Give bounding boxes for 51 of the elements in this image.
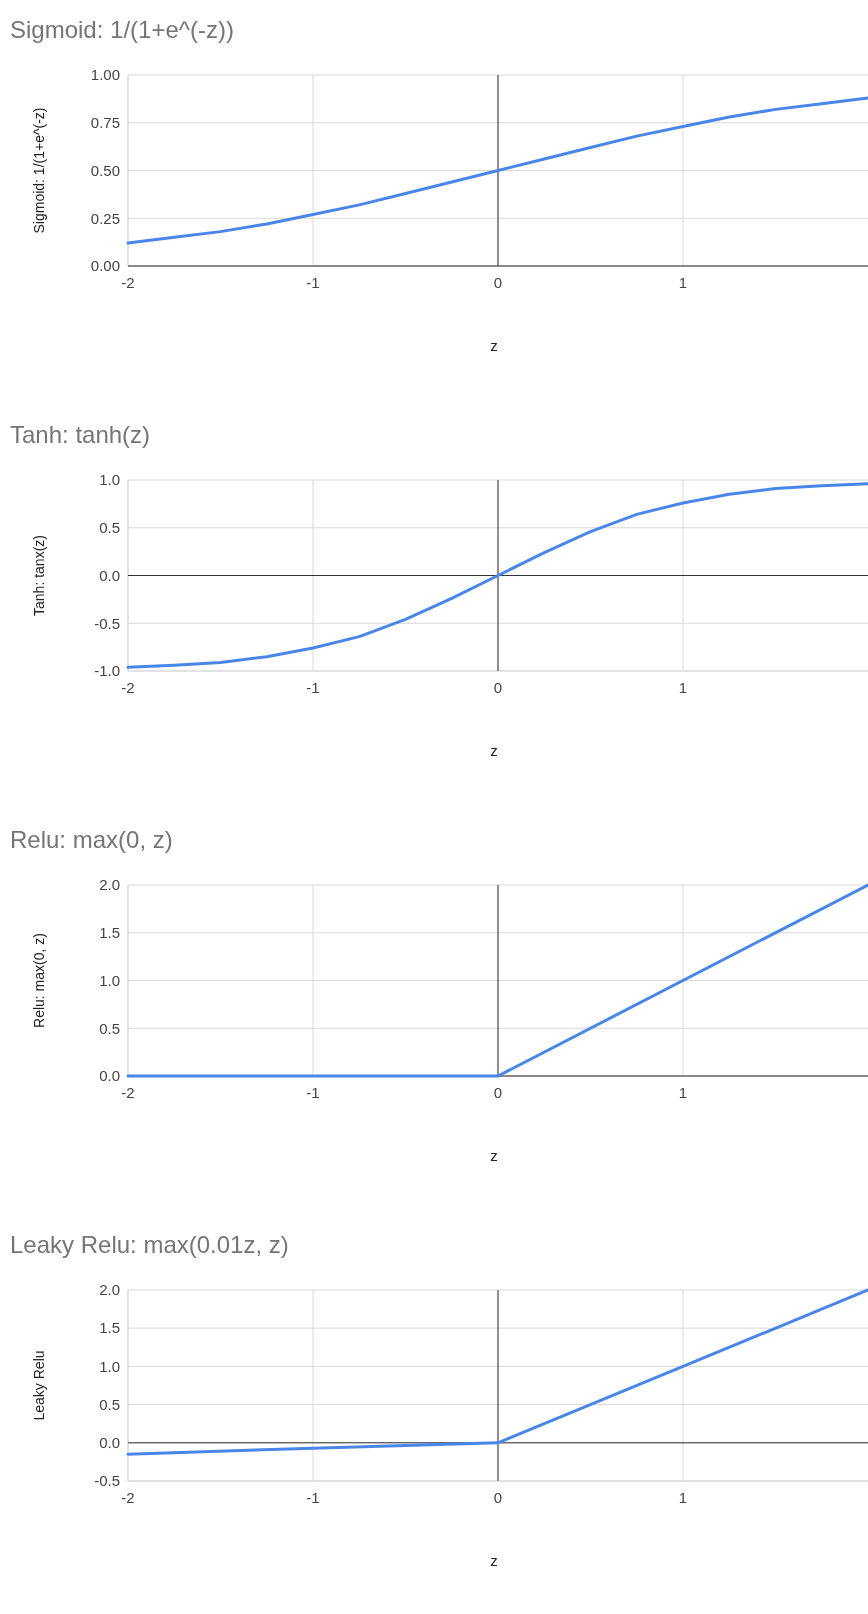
y-tick-label: 0.50 xyxy=(90,161,120,179)
chart-title: Tanh: tanh(z) xyxy=(10,421,151,448)
x-tick-label: 0 xyxy=(493,679,503,696)
y-tick-label: 0.00 xyxy=(90,257,120,275)
x-tick-label: 1 xyxy=(678,1084,688,1101)
y-tick-label: 0.5 xyxy=(99,519,120,536)
x-tick-label: -2 xyxy=(121,1084,135,1101)
line-series xyxy=(126,482,868,669)
y-tick-label: 1.0 xyxy=(99,1357,120,1375)
y-tick-label: 0.0 xyxy=(99,566,120,584)
line-series xyxy=(126,96,868,245)
x-tick-label: -1 xyxy=(306,1489,320,1506)
y-tick-label: 0.0 xyxy=(99,1067,120,1085)
y-tick-label: 0.25 xyxy=(90,209,120,227)
chart-title: Sigmoid: 1/(1+e^(-z)) xyxy=(10,16,234,43)
x-tick-label: -2 xyxy=(121,1489,135,1506)
y-axis-title: Leaky Relu xyxy=(31,1350,47,1421)
y-tick-label: 0.5 xyxy=(99,1019,120,1037)
y-axis-title: Relu: max(0, z) xyxy=(31,933,47,1028)
y-axis-title: Tanh: tanx(z) xyxy=(31,535,47,616)
y-tick-label: -0.5 xyxy=(94,1472,120,1490)
x-tick-label: -1 xyxy=(306,274,320,291)
chart-title: Relu: max(0, z) xyxy=(10,826,173,853)
x-axis-title: z xyxy=(490,742,498,759)
y-tick-label: 1.5 xyxy=(99,1319,120,1337)
y-tick-label: 0.75 xyxy=(90,114,120,131)
x-tick-label: -1 xyxy=(306,1084,320,1101)
x-axis-title: z xyxy=(490,1552,498,1569)
x-axis-title: z xyxy=(490,337,498,354)
x-tick-label: 0 xyxy=(493,1084,503,1101)
y-tick-label: 1.0 xyxy=(99,971,120,989)
y-tick-label: 0.5 xyxy=(99,1395,120,1413)
y-tick-label: 2.0 xyxy=(99,1281,120,1299)
x-tick-label: 1 xyxy=(678,274,688,291)
y-tick-label: 1.0 xyxy=(99,471,120,489)
x-axis-title: z xyxy=(490,1147,498,1164)
x-tick-label: -2 xyxy=(121,679,135,696)
y-tick-label: 1.5 xyxy=(99,924,120,941)
y-axis-title: Sigmoid: 1/(1+e^(-z) xyxy=(31,107,47,234)
x-tick-label: 1 xyxy=(678,1489,688,1506)
x-tick-label: -1 xyxy=(306,679,320,696)
y-tick-label: 1.00 xyxy=(90,66,120,84)
y-tick-label: -1.0 xyxy=(94,662,120,680)
x-tick-label: 1 xyxy=(678,679,688,696)
y-tick-label: 0.0 xyxy=(99,1434,120,1452)
chart-title: Leaky Relu: max(0.01z, z) xyxy=(10,1231,289,1258)
x-tick-label: 0 xyxy=(493,1489,503,1506)
x-tick-label: -2 xyxy=(121,274,135,291)
y-tick-label: 2.0 xyxy=(99,876,120,894)
y-tick-label: -0.5 xyxy=(94,614,120,632)
x-tick-label: 0 xyxy=(493,274,503,291)
